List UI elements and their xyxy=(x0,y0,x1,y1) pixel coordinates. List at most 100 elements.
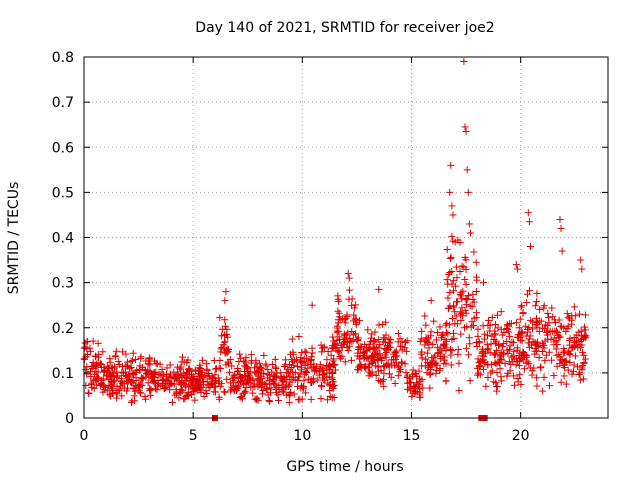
data-point xyxy=(448,347,456,355)
data-point xyxy=(467,323,475,331)
data-point xyxy=(99,388,107,396)
data-point xyxy=(533,382,541,390)
data-point xyxy=(531,350,539,358)
data-point xyxy=(364,326,372,334)
data-point xyxy=(146,387,154,395)
data-point xyxy=(356,362,364,370)
data-point xyxy=(440,360,448,368)
data-point xyxy=(237,373,245,381)
data-point xyxy=(132,356,140,364)
data-point xyxy=(524,328,532,336)
data-point xyxy=(172,386,180,394)
data-point xyxy=(447,361,455,369)
data-point xyxy=(447,253,455,261)
data-point xyxy=(512,361,520,369)
data-point xyxy=(208,374,216,382)
data-point xyxy=(229,379,237,387)
data-point xyxy=(151,357,159,365)
data-point xyxy=(496,353,504,361)
data-point xyxy=(482,382,490,390)
data-point xyxy=(378,354,386,362)
data-point xyxy=(561,361,569,369)
data-point xyxy=(566,350,574,358)
data-point xyxy=(429,341,437,349)
data-point xyxy=(553,351,561,359)
data-point xyxy=(354,334,362,342)
data-point xyxy=(251,368,259,376)
data-point xyxy=(517,328,525,336)
data-point xyxy=(525,218,533,226)
data-point xyxy=(300,376,308,384)
data-point xyxy=(223,375,231,383)
data-point xyxy=(326,381,334,389)
data-point xyxy=(444,305,452,313)
data-point xyxy=(168,380,176,388)
data-point xyxy=(569,367,577,375)
data-point xyxy=(208,379,216,387)
data-point xyxy=(505,345,513,353)
data-point xyxy=(382,318,390,326)
data-point xyxy=(317,381,325,389)
data-point xyxy=(368,353,376,361)
data-point xyxy=(337,354,345,362)
data-point xyxy=(442,377,450,385)
data-point xyxy=(271,380,279,388)
data-point xyxy=(427,297,435,305)
data-point xyxy=(532,341,540,349)
data-point xyxy=(449,314,457,322)
data-point xyxy=(252,396,260,404)
data-point xyxy=(236,350,244,358)
data-point xyxy=(371,350,379,358)
data-point xyxy=(580,333,588,341)
data-point xyxy=(338,344,346,352)
data-point xyxy=(576,376,584,384)
data-point xyxy=(448,232,456,240)
data-point xyxy=(333,322,341,330)
data-point xyxy=(275,397,283,405)
data-point xyxy=(178,387,186,395)
data-point xyxy=(174,363,182,371)
data-point xyxy=(556,215,564,223)
data-point xyxy=(523,290,531,298)
data-point xyxy=(479,365,487,373)
data-point xyxy=(294,382,302,390)
data-point xyxy=(380,362,388,370)
data-point xyxy=(283,373,291,381)
data-point xyxy=(279,375,287,383)
data-point xyxy=(365,372,373,380)
data-point xyxy=(545,314,553,322)
data-point xyxy=(557,322,565,330)
data-point xyxy=(451,238,459,246)
data-point xyxy=(261,380,269,388)
data-point xyxy=(455,359,463,367)
data-point xyxy=(380,334,388,342)
data-point xyxy=(567,320,575,328)
data-point xyxy=(204,370,212,378)
data-point xyxy=(104,387,112,395)
data-point xyxy=(101,367,109,375)
data-point xyxy=(476,363,484,371)
data-point xyxy=(278,374,286,382)
data-point xyxy=(533,298,541,306)
data-point xyxy=(510,347,518,355)
data-point xyxy=(403,337,411,345)
data-point xyxy=(109,369,117,377)
data-point xyxy=(148,376,156,384)
data-point xyxy=(170,375,178,383)
data-point xyxy=(522,322,530,330)
data-point xyxy=(367,370,375,378)
data-point xyxy=(458,262,466,270)
data-point xyxy=(363,346,371,354)
data-point xyxy=(355,343,363,351)
data-point xyxy=(98,380,106,388)
data-point xyxy=(127,357,135,365)
data-point xyxy=(465,351,473,359)
data-point xyxy=(396,367,404,375)
data-point xyxy=(197,370,205,378)
data-point xyxy=(575,371,583,379)
data-point xyxy=(327,351,335,359)
data-point xyxy=(385,343,393,351)
data-point xyxy=(581,311,589,319)
data-point xyxy=(227,387,235,395)
data-point xyxy=(336,353,344,361)
